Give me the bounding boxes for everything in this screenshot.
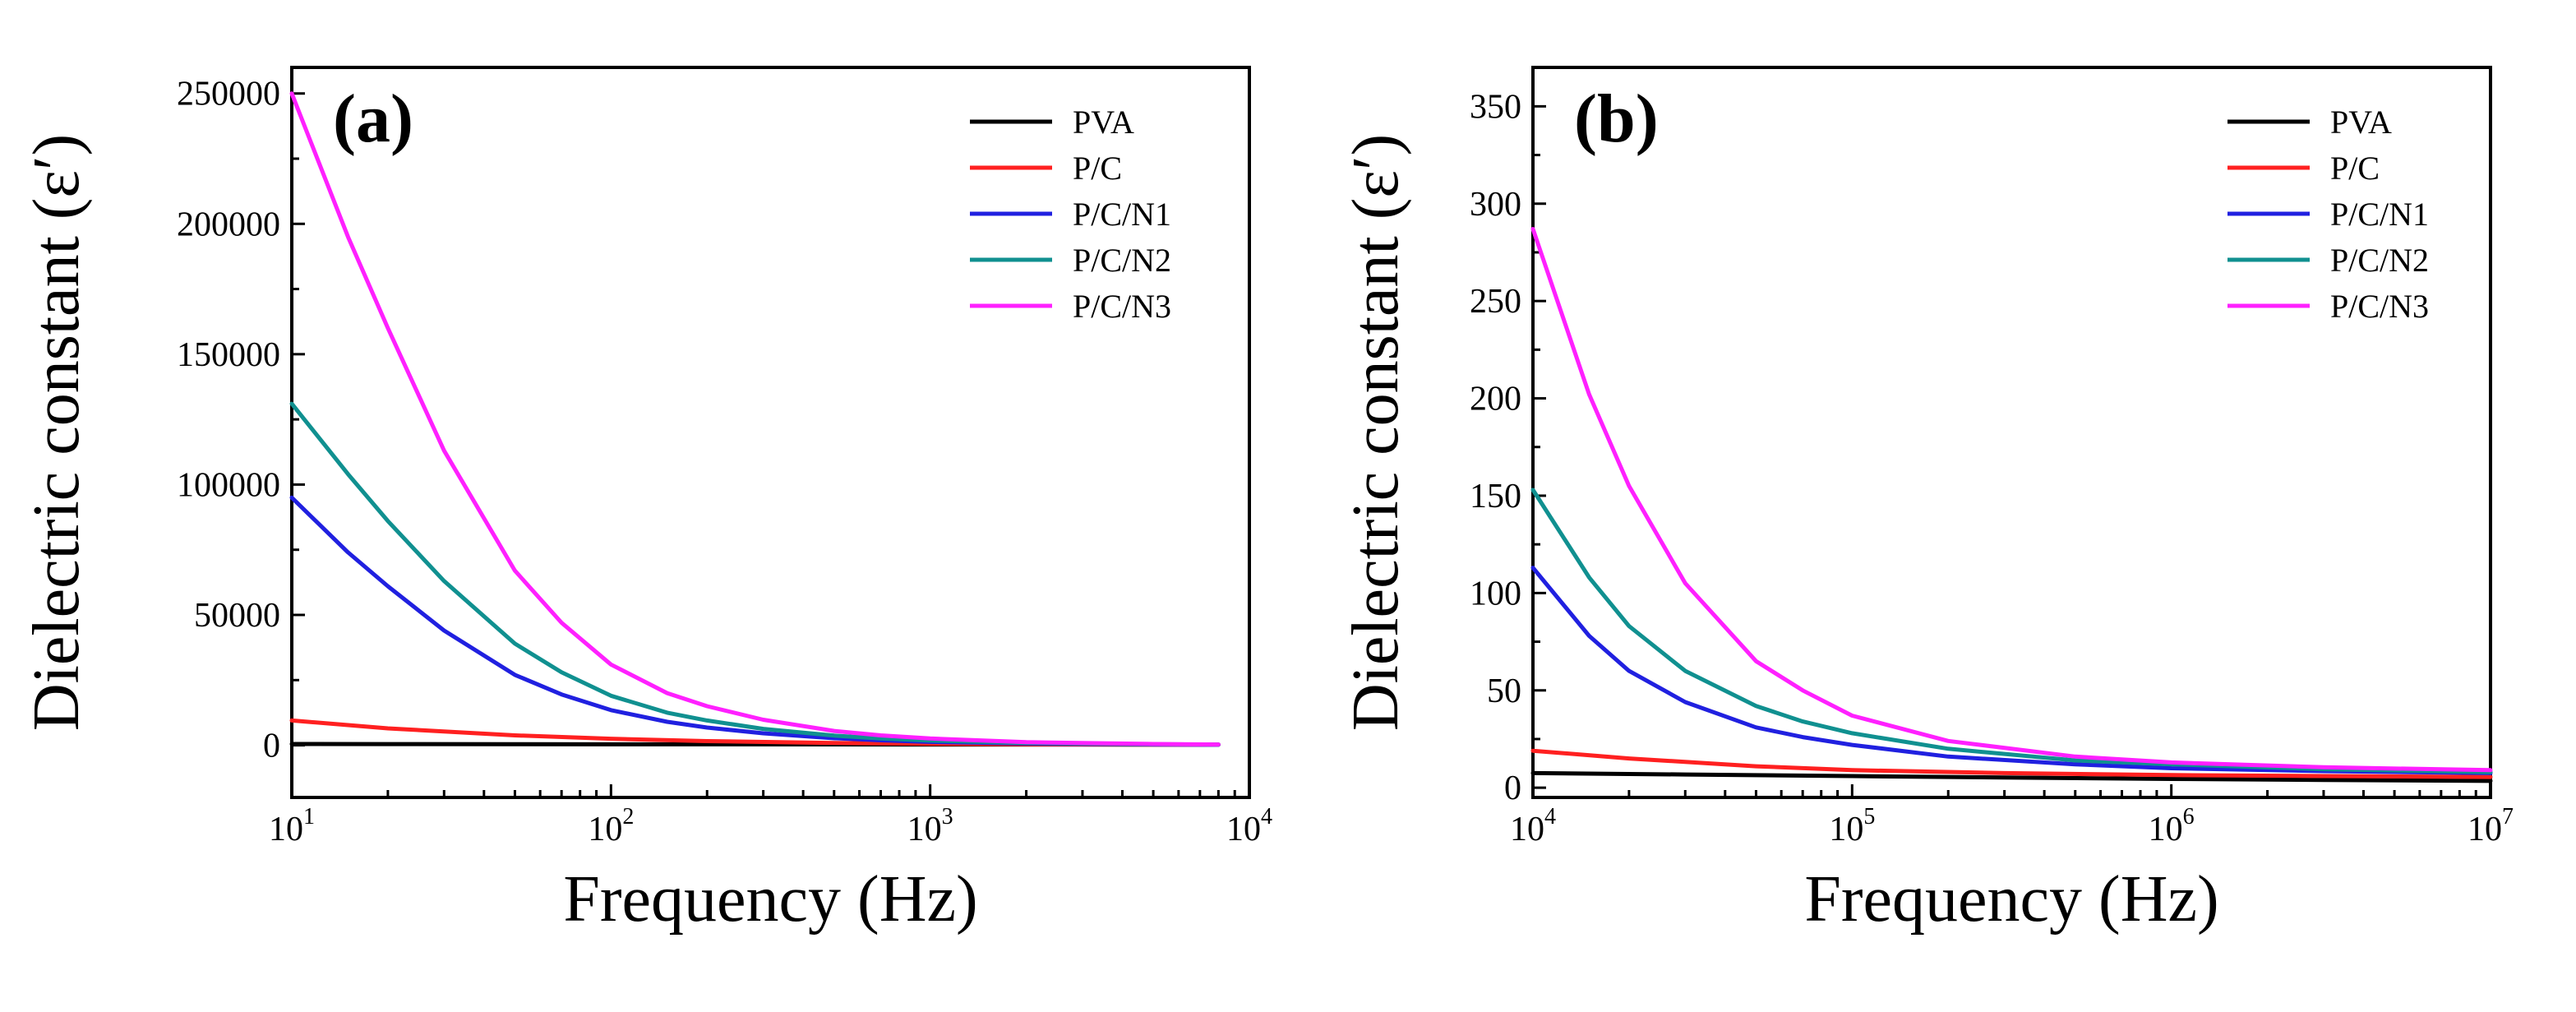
y-tick-label: 50000 bbox=[194, 597, 280, 635]
y-tick-label: 150 bbox=[1470, 478, 1521, 515]
x-tick-label: 106 bbox=[2149, 804, 2195, 848]
legend-label: P/C/N1 bbox=[1073, 196, 1171, 233]
plot-frame bbox=[1531, 66, 2492, 799]
x-axis: 104 105 106 107 bbox=[1510, 784, 2514, 848]
x-tick-label: 104 bbox=[1226, 804, 1272, 848]
y-tick-label: 50 bbox=[1487, 672, 1521, 710]
x-tick-label: 104 bbox=[1510, 804, 1556, 848]
legend-label: P/C bbox=[1073, 150, 1122, 187]
y-tick-label: 100000 bbox=[177, 466, 280, 504]
y-tick-label: 0 bbox=[263, 728, 280, 765]
series-line-p-c-n3 bbox=[289, 91, 1221, 747]
panel-label: (b) bbox=[1574, 81, 1659, 157]
y-tick-label: 250 bbox=[1470, 283, 1521, 321]
series-line-pva bbox=[1530, 770, 2493, 783]
legend-label: P/C/N3 bbox=[1073, 288, 1171, 325]
y-tick-label: 100 bbox=[1470, 575, 1521, 612]
series-line-p-c bbox=[1530, 748, 2493, 779]
series-line-p-c-n1 bbox=[289, 495, 1221, 747]
legend-label: P/C/N1 bbox=[2330, 196, 2429, 233]
x-tick-label: 107 bbox=[2468, 804, 2514, 848]
y-tick-label: 150000 bbox=[177, 336, 280, 374]
x-tick-label: 103 bbox=[907, 804, 953, 848]
x-axis: 101 102 103 104 bbox=[269, 784, 1272, 848]
x-tick-label: 101 bbox=[269, 804, 315, 848]
y-axis-label: Dielectric constant (ε′) bbox=[21, 134, 93, 731]
legend-label: PVA bbox=[1073, 104, 1134, 141]
y-axis-label: Dielectric constant (ε′) bbox=[1340, 134, 1412, 731]
y-tick-label: 250000 bbox=[177, 76, 280, 113]
y-tick-label: 200 bbox=[1470, 381, 1521, 418]
plot-frame bbox=[290, 66, 1251, 799]
legend: PVA P/C P/C/N1 P/C/N2 P/C/N3 bbox=[2227, 104, 2429, 325]
legend-label: P/C/N2 bbox=[1073, 242, 1171, 279]
x-tick-label: 105 bbox=[1829, 804, 1875, 848]
panel-label: (a) bbox=[333, 81, 413, 157]
y-tick-label: 350 bbox=[1470, 88, 1521, 126]
x-axis-label: Frequency (Hz) bbox=[1804, 863, 2218, 936]
series-line-p-c-n2 bbox=[289, 401, 1221, 747]
y-tick-label: 0 bbox=[1504, 769, 1521, 807]
series-line-p-c-n1 bbox=[1530, 566, 2493, 775]
legend: PVA P/C P/C/N1 P/C/N2 P/C/N3 bbox=[970, 104, 1171, 325]
y-tick-label: 200000 bbox=[177, 206, 280, 243]
legend-label: P/C/N2 bbox=[2330, 242, 2429, 279]
y-axis: 0 50 100 150 200 250 300 350 bbox=[1470, 88, 1546, 807]
y-tick-label: 300 bbox=[1470, 186, 1521, 224]
y-axis: 0 50000 100000 150000 200000 250000 bbox=[177, 76, 305, 765]
legend-label: P/C/N3 bbox=[2330, 288, 2429, 325]
legend-label: P/C bbox=[2330, 150, 2380, 187]
x-axis-label: Frequency (Hz) bbox=[563, 863, 977, 936]
x-tick-label: 102 bbox=[588, 804, 634, 848]
legend-label: PVA bbox=[2330, 104, 2392, 141]
series-line-p-c-n3 bbox=[1530, 227, 2493, 773]
series-line-p-c-n2 bbox=[1530, 488, 2493, 774]
